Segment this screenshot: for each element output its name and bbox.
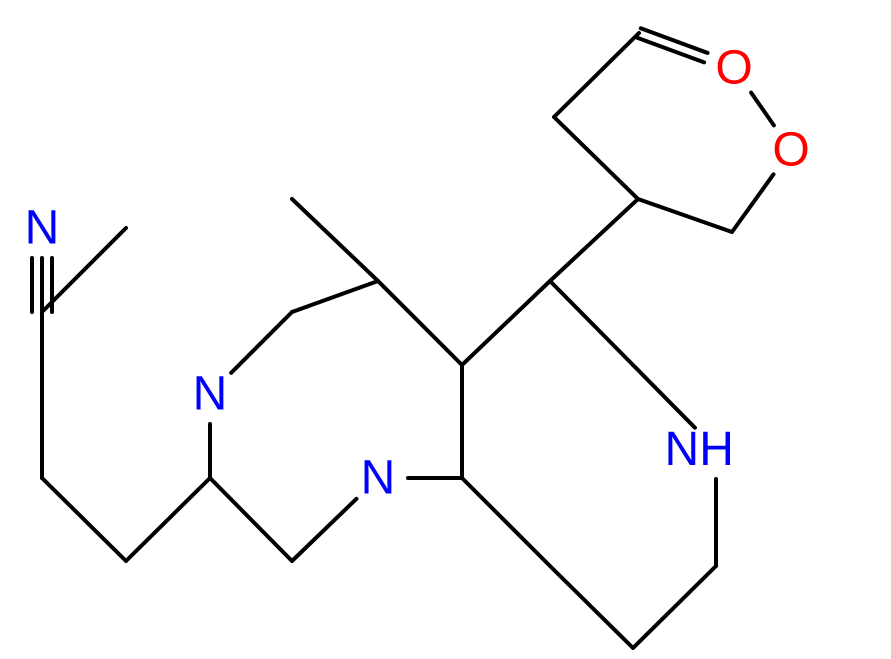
atom-label-n: N (361, 452, 396, 505)
bond-line (554, 33, 639, 117)
atom-label-o: O (715, 42, 752, 95)
bond-line (292, 199, 378, 281)
bond-line (633, 566, 716, 648)
bond-line (126, 478, 210, 561)
bond-line (292, 281, 378, 312)
bond-line (554, 117, 638, 199)
bond-line (732, 174, 773, 232)
atom-label-n: NH (665, 423, 734, 476)
bond-line (231, 312, 292, 373)
bond-line (638, 199, 732, 232)
bond-line (42, 478, 126, 561)
molecule-diagram: OO NH N N N (0, 0, 891, 659)
bond-line (210, 478, 292, 561)
bond-line (751, 93, 774, 126)
bond-line (462, 478, 550, 566)
bond-line (550, 281, 633, 365)
atom-label-n: N (193, 368, 228, 421)
atom-label-o: O (772, 124, 809, 177)
bond-line (292, 499, 356, 561)
atom-label-n: N (25, 202, 60, 255)
bond-line (462, 281, 550, 365)
bond-line (550, 566, 633, 648)
bond-line (378, 281, 462, 365)
bond-line (550, 199, 638, 281)
bond-line (633, 365, 695, 428)
